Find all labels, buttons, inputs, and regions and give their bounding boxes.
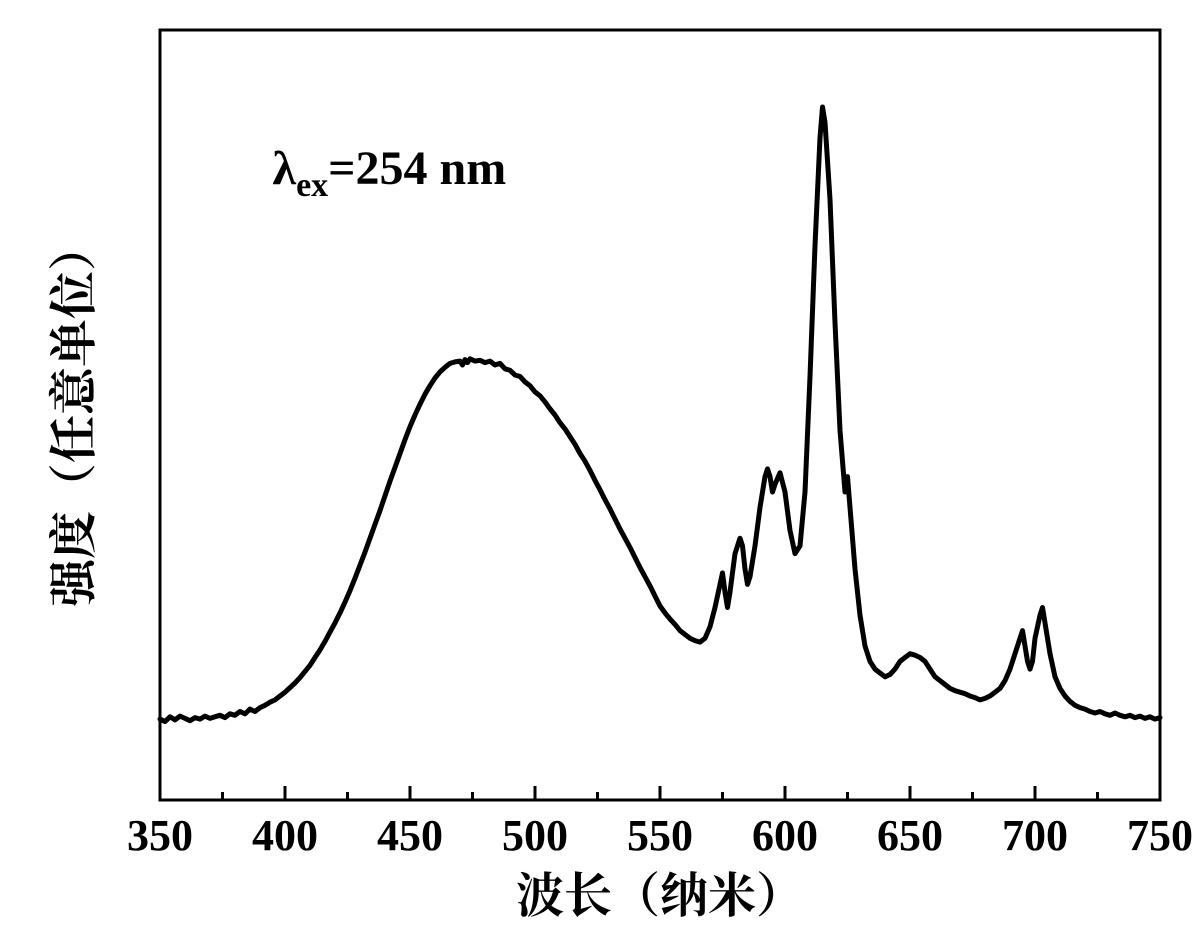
lambda-value: =254 nm <box>328 142 506 195</box>
x-tick-label: 550 <box>627 811 693 860</box>
x-tick-label: 650 <box>877 811 943 860</box>
x-axis-label: 波长（纳米） <box>516 857 804 926</box>
spectrum-chart: 350 400 450 500 550 600 650 700 750 波长（纳米） 强度（任意单位… <box>0 0 1197 935</box>
x-tick-label: 350 <box>127 811 193 860</box>
x-tick-label: 500 <box>502 811 568 860</box>
x-tick-label: 750 <box>1127 811 1193 860</box>
lambda-subscript: ex <box>296 167 328 204</box>
plot-frame <box>160 30 1160 800</box>
lambda-symbol: λ <box>273 142 297 195</box>
x-tick-label: 700 <box>1002 811 1068 860</box>
chart-svg: 350 400 450 500 550 600 650 700 750 波长（纳米） 强度（任意单位… <box>0 0 1197 935</box>
y-axis-label: 强度（任意单位） <box>35 223 104 607</box>
x-tick-label: 600 <box>752 811 818 860</box>
x-tick-label: 400 <box>252 811 318 860</box>
excitation-annotation: λex=254 nm <box>273 142 507 204</box>
x-tick-label: 450 <box>377 811 443 860</box>
